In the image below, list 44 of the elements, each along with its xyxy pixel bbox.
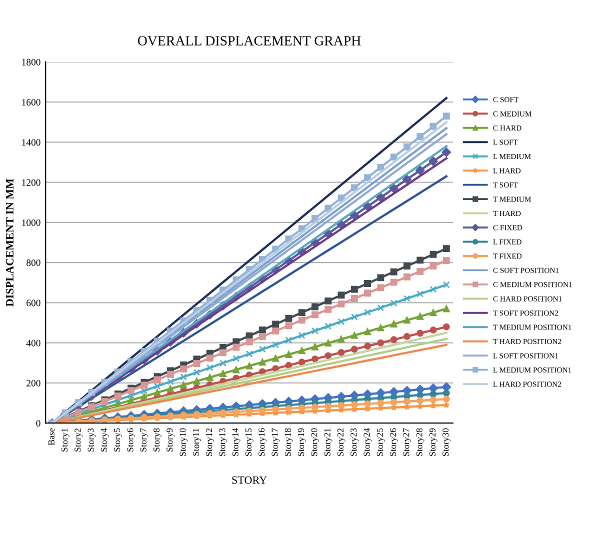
x-tick-label: Story10 [180, 428, 188, 456]
x-tick-label: Story5 [114, 428, 122, 452]
x-tick-label: Story25 [376, 428, 385, 456]
y-axis-title: DISPLACEMENT IN MM [6, 178, 14, 306]
y-tick-label: 1800 [22, 58, 40, 66]
x-tick-label: Story23 [350, 428, 358, 456]
y-tick-label: 1200 [22, 179, 40, 186]
x-tick-label: Base [48, 428, 54, 446]
x-tick-label: Story4 [100, 428, 109, 452]
x-tick-label: Story8 [153, 428, 162, 452]
x-tick-label: Story27 [403, 428, 412, 456]
x-tick-label: Story28 [416, 428, 424, 456]
x-tick-label: Story7 [140, 428, 148, 452]
x-axis-title: STORY [232, 476, 267, 484]
y-tick-label: 1400 [22, 139, 40, 146]
x-tick-label: Story9 [166, 428, 175, 452]
x-tick-label: Story16 [258, 428, 267, 456]
y-tick-label: 1600 [22, 99, 40, 106]
x-tick-label: Story24 [364, 428, 372, 456]
x-tick-label: Story14 [232, 428, 240, 456]
y-tick-label: 200 [26, 380, 40, 386]
x-tick-label: Story26 [390, 428, 398, 456]
y-tick-label: 0 [36, 420, 40, 427]
x-tick-label: Story11 [192, 428, 201, 456]
x-tick-label: Story6 [127, 428, 136, 452]
y-tick-label: 600 [26, 300, 40, 306]
x-tick-label: Story15 [245, 428, 254, 456]
y-tick-label: 1000 [22, 219, 40, 226]
x-tick-label: Story1 [61, 428, 70, 452]
x-tick-label: Story13 [219, 428, 228, 456]
chart-title: OVERALL DISPLACEMENT GRAPH [138, 36, 361, 46]
x-tick-label: Story3 [88, 428, 96, 452]
x-tick-label: Story20 [311, 428, 320, 456]
x-tick-label: Story19 [298, 428, 306, 456]
y-tick-label: 400 [26, 340, 40, 346]
x-tick-label: Story29 [429, 428, 438, 456]
y-tick-label: 800 [26, 260, 40, 266]
x-tick-label: Story12 [206, 428, 214, 456]
x-tick-label: Story22 [337, 428, 346, 456]
x-tick-label: Story30 [442, 428, 450, 456]
x-tick-label: Story17 [272, 428, 280, 456]
x-tick-label: Story2 [74, 428, 83, 452]
x-tick-label: Story18 [284, 428, 293, 456]
x-tick-label: Story21 [324, 428, 332, 456]
